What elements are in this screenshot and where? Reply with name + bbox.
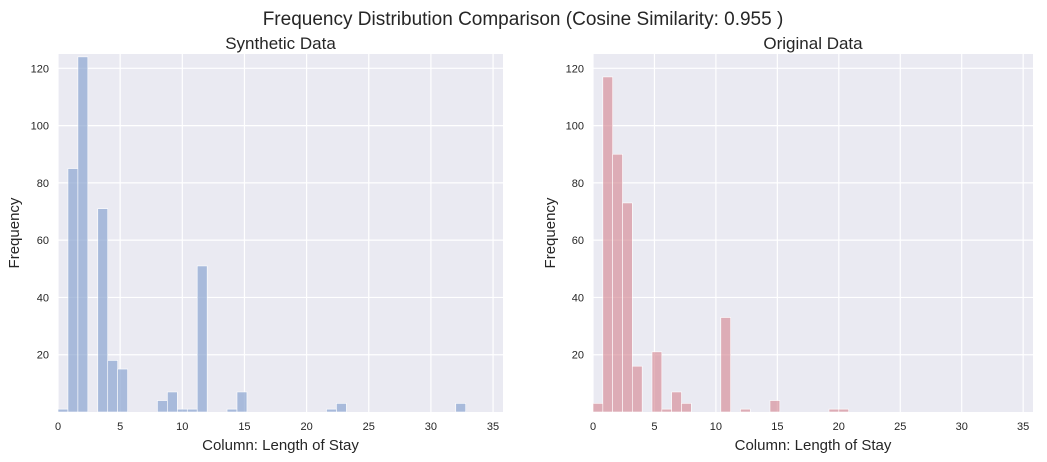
x-tick-label: 30: [425, 421, 437, 433]
x-tick-label: 5: [117, 421, 123, 433]
histogram-bar: [77, 56, 89, 413]
histogram-bar: [632, 365, 643, 413]
histogram-bar: [167, 391, 178, 413]
histogram-bar: [117, 368, 128, 413]
histogram-bar: [602, 76, 613, 413]
x-axis-label: Column: Length of Stay: [202, 437, 359, 454]
original-data-panel: 0 5 10 15 20 25 30 35 20 40 60 80 100 120 Original Dat…: [542, 34, 1033, 454]
x-tick-label: 10: [710, 421, 722, 433]
x-tick-label: 35: [1017, 421, 1029, 433]
histogram-bar: [177, 408, 188, 413]
histogram-bar: [157, 400, 168, 413]
histogram-bar: [681, 403, 692, 413]
y-tick-label: 80: [37, 178, 49, 190]
y-axis-label: Frequency: [542, 197, 559, 268]
histogram-bar: [661, 408, 672, 413]
x-tick-label: 0: [590, 421, 596, 433]
histogram-bar: [720, 317, 731, 413]
y-tick-label: 40: [37, 292, 49, 304]
histogram-bar: [592, 403, 604, 413]
histogram-bar: [455, 403, 467, 413]
histogram-bar: [651, 351, 663, 413]
histogram-bar: [236, 391, 248, 413]
histogram-bar: [107, 360, 118, 413]
histogram-bar: [769, 400, 781, 413]
x-tick-label: 0: [55, 421, 61, 433]
y-tick-label: 20: [572, 350, 584, 362]
y-tick-label: 60: [572, 235, 584, 247]
histogram-bar: [828, 408, 840, 413]
x-axis-label: Column: Length of Stay: [735, 437, 892, 454]
histogram-bar: [336, 403, 347, 413]
y-tick-label: 60: [37, 235, 49, 247]
histogram-bar: [67, 168, 79, 413]
histogram-bar: [838, 408, 849, 413]
y-tick-label: 80: [572, 178, 584, 190]
histogram-bar: [97, 208, 109, 413]
x-tick-label: 30: [956, 421, 968, 433]
y-tick-label: 40: [572, 292, 584, 304]
plot-background: [593, 54, 1033, 412]
figure-title: Frequency Distribution Comparison (Cosin…: [263, 9, 784, 30]
x-tick-label: 20: [300, 421, 312, 433]
x-tick-label: 15: [238, 421, 250, 433]
histogram-bar: [671, 391, 682, 413]
y-tick-label: 120: [566, 63, 584, 75]
histogram-bar: [612, 153, 623, 413]
x-tick-label: 20: [833, 421, 845, 433]
y-tick-label: 20: [37, 350, 49, 362]
histogram-bar: [326, 408, 337, 413]
plot-background: [58, 54, 503, 412]
histogram-bar: [226, 408, 238, 413]
x-tick-label: 5: [651, 421, 657, 433]
x-tick-label: 25: [894, 421, 906, 433]
x-tick-label: 35: [487, 421, 499, 433]
synthetic-data-panel: 0 5 10 15 20 25 30 35 20 40 60 80 100 120 Synthetic Da…: [6, 34, 503, 454]
panel-title: Original Data: [763, 34, 863, 53]
y-tick-label: 100: [31, 121, 49, 133]
histogram-bar: [196, 265, 208, 413]
x-tick-label: 25: [363, 421, 375, 433]
y-axis-label: Frequency: [6, 197, 23, 268]
panel-title: Synthetic Data: [225, 34, 336, 53]
y-tick-label: 100: [566, 121, 584, 133]
histogram-bar: [186, 408, 198, 413]
histogram-bar: [740, 408, 751, 413]
x-tick-label: 10: [176, 421, 188, 433]
y-tick-label: 120: [31, 63, 49, 75]
histogram-bar: [57, 408, 69, 413]
x-tick-label: 15: [771, 421, 783, 433]
histogram-bar: [622, 202, 633, 413]
